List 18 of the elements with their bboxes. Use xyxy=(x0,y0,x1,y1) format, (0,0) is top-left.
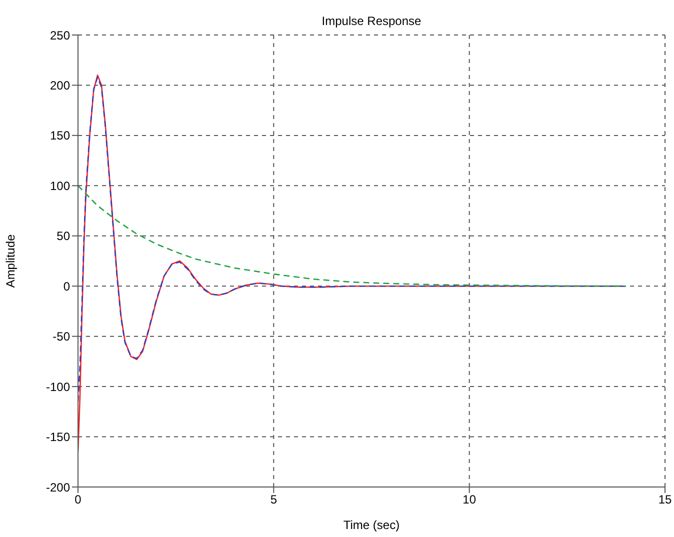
y-tick-label: 50 xyxy=(56,229,70,244)
y-tick-label: -50 xyxy=(52,330,70,344)
x-tick-label: 5 xyxy=(270,492,278,507)
y-tick-label: -100 xyxy=(46,380,70,394)
y-tick-label: 0 xyxy=(63,279,70,294)
y-axis-title: Amplitude xyxy=(3,234,18,288)
y-tick-label: 150 xyxy=(50,128,70,143)
line-series xyxy=(78,185,627,287)
y-tick-label: -150 xyxy=(46,430,70,444)
x-tick-label: 10 xyxy=(462,492,476,507)
x-axis-title: Time (sec) xyxy=(343,518,400,532)
chart-title: Impulse Response xyxy=(320,14,422,28)
y-tick-label: 200 xyxy=(50,78,70,92)
y-tick-label: 100 xyxy=(50,178,70,193)
x-tick-label: 15 xyxy=(658,492,672,507)
y-tick-label: -200 xyxy=(46,480,70,494)
x-tick-label: 0 xyxy=(74,492,82,507)
y-tick-label: 250 xyxy=(50,28,70,42)
